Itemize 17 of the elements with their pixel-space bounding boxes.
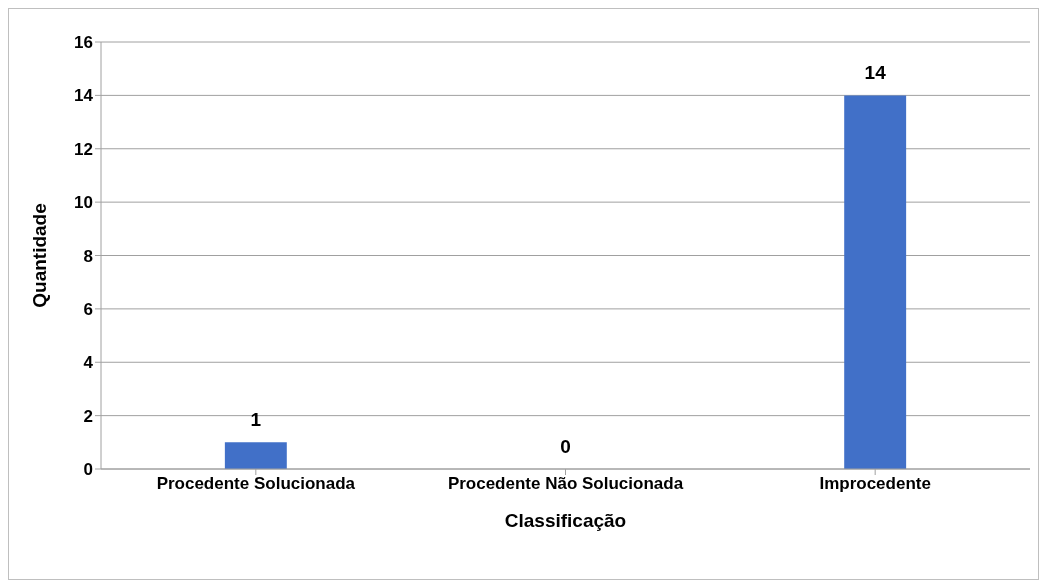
y-tick-label: 6 bbox=[83, 299, 93, 319]
y-tick-label: 0 bbox=[83, 460, 93, 480]
y-tick-label: 8 bbox=[83, 246, 93, 266]
x-tick-label: Procedente Não Solucionada bbox=[447, 474, 684, 494]
y-axis-title: Quantidade bbox=[28, 203, 50, 308]
y-tick-label: 12 bbox=[74, 139, 93, 159]
x-tick-label: Improcedente bbox=[819, 474, 931, 494]
data-label: 1 bbox=[250, 409, 262, 431]
y-tick-label: 16 bbox=[74, 33, 93, 53]
x-tick-label: Procedente Solucionada bbox=[156, 474, 356, 494]
x-axis-title: Classificação bbox=[504, 510, 627, 532]
data-label: 0 bbox=[560, 436, 571, 457]
data-label: 14 bbox=[864, 62, 887, 84]
y-tick-label: 4 bbox=[83, 353, 94, 373]
y-tick-label: 10 bbox=[74, 193, 93, 213]
y-tick-label: 2 bbox=[83, 406, 93, 426]
y-tick-label: 14 bbox=[74, 86, 94, 106]
